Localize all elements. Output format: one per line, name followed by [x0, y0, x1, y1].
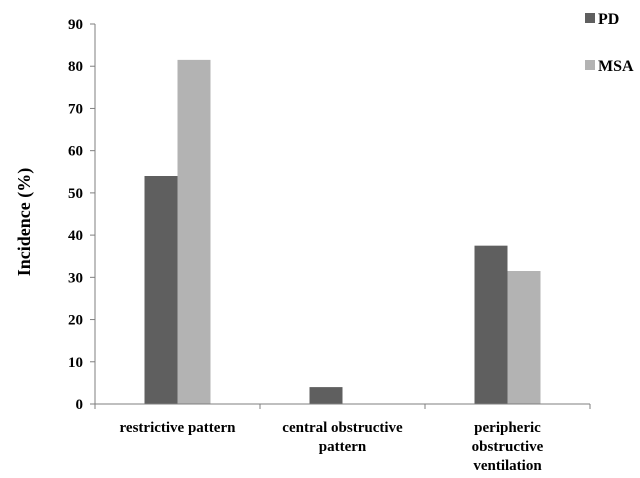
legend-label-pd: PD — [598, 11, 619, 28]
bar-msa — [507, 271, 541, 404]
y-tick-label: 70 — [68, 101, 83, 117]
x-tick-label: pattern — [319, 439, 367, 455]
bar-pd — [144, 176, 178, 404]
bar-pd — [309, 387, 343, 404]
x-tick-label: peripheric — [474, 420, 541, 436]
bar-pd — [474, 245, 508, 404]
y-axis-label: Incidence (%) — [14, 168, 35, 276]
x-tick-label: obstructive — [472, 439, 544, 455]
legend-swatch-pd — [585, 13, 595, 23]
y-axis: 0 10 20 30 40 50 60 70 80 90 — [68, 17, 96, 413]
legend: PD MSA — [585, 11, 634, 75]
x-tick-label: ventilation — [473, 458, 542, 474]
y-tick-label: 20 — [68, 313, 83, 329]
y-tick-label: 90 — [68, 17, 83, 33]
y-tick-label: 60 — [68, 144, 83, 160]
y-tick-label: 50 — [68, 186, 83, 202]
y-tick-label: 0 — [76, 397, 84, 413]
y-tick-label: 30 — [68, 270, 83, 286]
y-tick-label: 40 — [68, 228, 83, 244]
y-tick-label: 10 — [68, 355, 83, 371]
bar-msa — [177, 59, 211, 405]
legend-swatch-msa — [585, 60, 595, 70]
y-tick-label: 80 — [68, 59, 83, 75]
x-tick-label: restrictive pattern — [120, 420, 237, 436]
bars — [144, 59, 541, 405]
legend-label-msa: MSA — [598, 58, 634, 75]
x-axis: restrictive pattern central obstructive pa… — [94, 403, 591, 474]
x-tick-label: central obstructive — [282, 420, 403, 436]
